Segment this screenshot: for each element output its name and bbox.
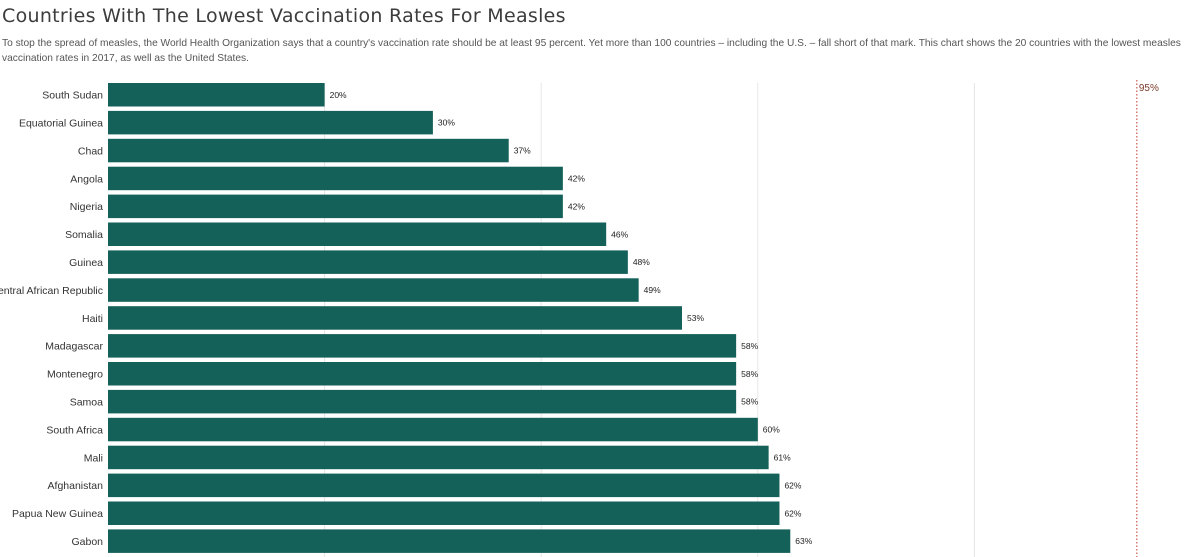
bar (108, 222, 607, 246)
value-label: 58% (741, 397, 758, 407)
bar (108, 83, 325, 107)
value-label: 30% (438, 118, 455, 128)
value-label: 63% (795, 536, 812, 546)
bars: South Sudan 20% Equatorial Guinea 30% Chad 37… (0, 83, 813, 553)
value-label: 58% (741, 341, 758, 351)
bar (108, 473, 780, 498)
chart-subtitle: To stop the spread of measles, the World… (2, 38, 1181, 64)
value-label: 42% (568, 173, 585, 183)
bar (108, 501, 780, 525)
category-label: Samoa (70, 396, 103, 408)
value-label: 42% (568, 201, 585, 211)
category-label: South Sudan (42, 90, 103, 102)
bar (108, 278, 639, 302)
chart-title: Countries With The Lowest Vaccination Ra… (2, 5, 566, 27)
value-label: 62% (784, 508, 801, 518)
category-label: Guinea (69, 257, 103, 269)
category-label: South Africa (46, 424, 103, 436)
category-label: Equatorial Guinea (19, 117, 103, 129)
category-label: Afghanistan (48, 480, 104, 492)
bar (108, 138, 509, 163)
value-label: 58% (741, 369, 758, 379)
category-label: Montenegro (47, 369, 103, 381)
bar (108, 194, 563, 219)
value-label: 37% (514, 146, 531, 156)
category-label: Nigeria (70, 201, 103, 213)
value-label: 60% (763, 425, 780, 435)
bar (108, 445, 769, 470)
bar (108, 250, 628, 274)
bar (108, 417, 758, 442)
bar (108, 362, 737, 386)
category-label: Madagascar (45, 341, 103, 353)
value-label: 62% (784, 480, 801, 490)
category-label: Central African Republic (0, 285, 103, 297)
bar (108, 389, 737, 414)
value-label: 46% (611, 229, 628, 239)
value-label: 48% (633, 257, 650, 267)
value-label: 53% (687, 313, 704, 323)
bar (108, 529, 791, 553)
bar (108, 334, 737, 358)
category-label: Haiti (82, 313, 103, 325)
value-label: 49% (644, 285, 661, 295)
bar (108, 110, 433, 135)
category-label: Mali (84, 452, 103, 464)
reference-line-label: 95% (1139, 83, 1159, 94)
bar (108, 166, 563, 191)
bar (108, 306, 682, 330)
reference-line-group: 95% (1136, 80, 1159, 557)
category-label: Angola (70, 173, 103, 185)
category-label: Papua New Guinea (12, 508, 103, 520)
category-label: Chad (78, 145, 103, 157)
value-label: 61% (774, 452, 791, 462)
value-label: 20% (330, 90, 347, 100)
category-label: Gabon (71, 536, 103, 548)
category-label: Somalia (65, 229, 103, 241)
